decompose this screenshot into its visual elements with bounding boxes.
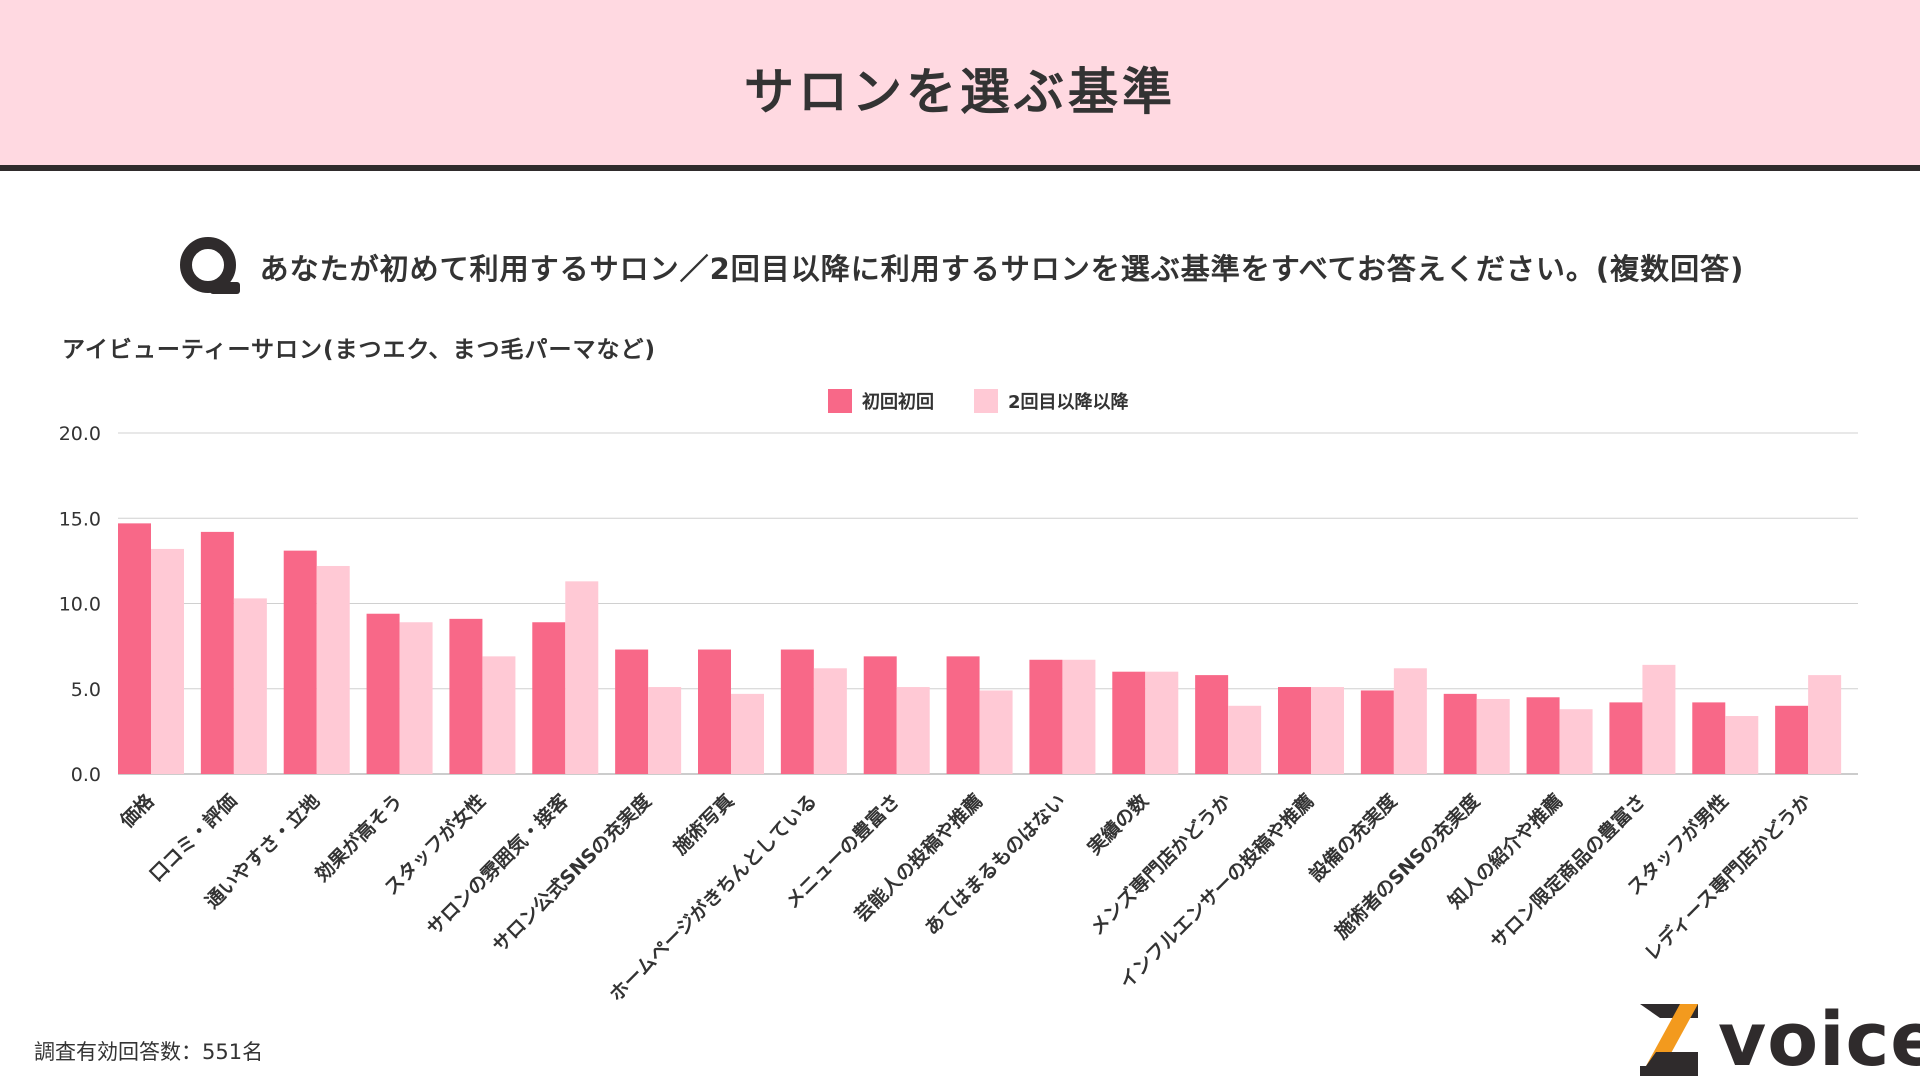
bar bbox=[1559, 709, 1593, 774]
x-tick-label: あてはまるものはない bbox=[921, 790, 1070, 939]
bar bbox=[648, 687, 682, 774]
bar bbox=[1609, 702, 1643, 774]
x-tick-label: サロンの雰囲気・接客 bbox=[422, 789, 573, 940]
logo-text: voice bbox=[1718, 997, 1920, 1083]
bar bbox=[233, 598, 267, 774]
legend-swatch bbox=[828, 389, 852, 413]
page-title: サロンを選ぶ基準 bbox=[744, 63, 1176, 121]
z-logo-icon bbox=[1640, 1004, 1698, 1076]
bar bbox=[366, 613, 400, 774]
bar bbox=[615, 649, 649, 774]
bar bbox=[118, 523, 151, 774]
footer-note: 調査有効回答数：551名 bbox=[34, 1040, 264, 1064]
bar bbox=[449, 618, 483, 774]
bar bbox=[565, 581, 599, 774]
x-tick-label: 価格 bbox=[115, 789, 160, 834]
bar bbox=[1228, 705, 1262, 774]
bar bbox=[896, 687, 930, 774]
bar bbox=[780, 649, 814, 774]
bar bbox=[979, 690, 1013, 774]
bar bbox=[1145, 671, 1179, 774]
bar bbox=[399, 622, 433, 774]
bar bbox=[1642, 664, 1676, 774]
bar bbox=[151, 548, 184, 774]
y-tick-label: 0.0 bbox=[71, 764, 101, 786]
bar bbox=[1278, 687, 1311, 774]
bar bbox=[1393, 668, 1427, 774]
q-icon bbox=[179, 237, 240, 294]
header-banner: サロンを選ぶ基準 bbox=[0, 0, 1920, 171]
bar bbox=[1775, 705, 1809, 774]
x-tick-label: 施術写真 bbox=[669, 789, 739, 859]
bar bbox=[1112, 671, 1146, 774]
bar bbox=[731, 693, 764, 774]
bar bbox=[1029, 659, 1063, 774]
x-tick-label: サロン公式SNSの充実度 bbox=[488, 789, 656, 957]
zvoice-logo: voice bbox=[1636, 996, 1920, 1083]
bar bbox=[532, 622, 566, 774]
bar bbox=[283, 550, 317, 774]
legend-swatch bbox=[974, 389, 998, 413]
bar bbox=[698, 649, 731, 774]
question-text: あなたが初めて利用するサロン／2回目以降に利用するサロンを選ぶ基準をすべてお答え… bbox=[259, 252, 1745, 286]
legend-label: 初回初回 bbox=[862, 391, 934, 413]
bar bbox=[1311, 687, 1344, 774]
bar bbox=[1808, 675, 1842, 774]
y-tick-label: 5.0 bbox=[71, 679, 101, 701]
bar bbox=[1360, 690, 1394, 774]
bar bbox=[200, 531, 234, 774]
bar bbox=[1062, 659, 1096, 774]
bar bbox=[1725, 716, 1759, 774]
y-tick-label: 15.0 bbox=[59, 508, 101, 530]
chart-title: アイビューティーサロン(まつエク、まつ毛パーマなど) bbox=[62, 337, 656, 363]
x-tick-label: レディース専門店かどうか bbox=[1640, 789, 1816, 965]
bar bbox=[482, 656, 516, 774]
x-tick-label: 実績の数 bbox=[1083, 789, 1154, 860]
bar bbox=[1195, 675, 1229, 774]
y-tick-label: 10.0 bbox=[59, 594, 101, 616]
y-tick-label: 20.0 bbox=[59, 423, 101, 445]
x-tick-label: メンズ専門店かどうか bbox=[1085, 789, 1235, 939]
question-row: あなたが初めて利用するサロン／2回目以降に利用するサロンを選ぶ基準をすべてお答え… bbox=[0, 232, 1920, 302]
bar bbox=[946, 656, 980, 774]
bar bbox=[813, 668, 847, 774]
bar bbox=[1692, 702, 1726, 774]
bar bbox=[1526, 697, 1560, 774]
x-tick-label: 施術者のSNSの充実度 bbox=[1330, 789, 1485, 944]
bar bbox=[316, 565, 350, 774]
bar bbox=[1443, 693, 1477, 774]
legend-label: 2回目以降以降 bbox=[1008, 391, 1130, 413]
x-tick-label: サロン限定商品の豊富さ bbox=[1486, 789, 1650, 953]
bar bbox=[1476, 698, 1510, 774]
bar bbox=[863, 656, 897, 774]
